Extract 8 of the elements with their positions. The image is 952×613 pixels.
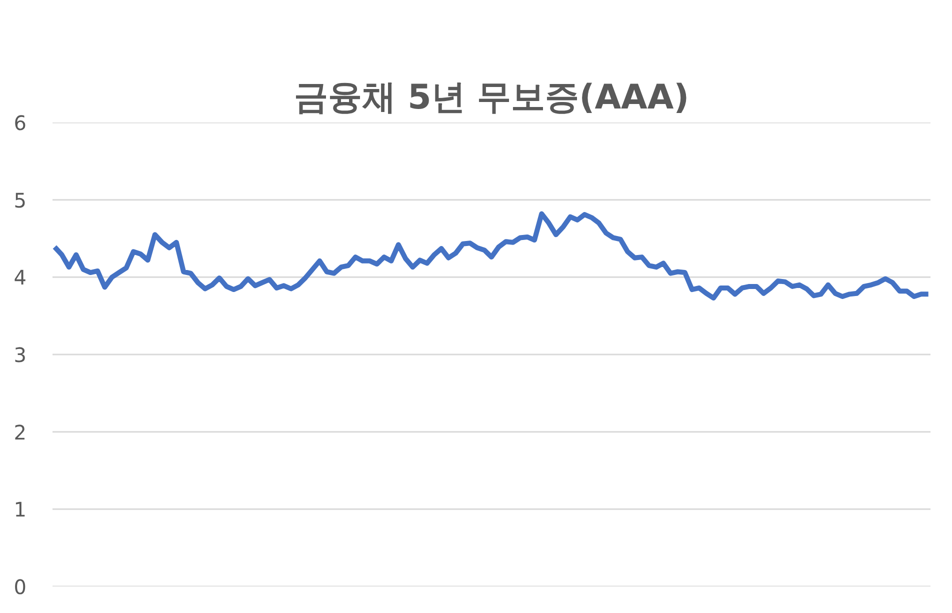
- y-tick-label: 0: [14, 575, 27, 599]
- y-tick-label: 3: [14, 343, 27, 367]
- y-tick-label: 1: [14, 498, 27, 522]
- y-tick-label: 4: [14, 266, 27, 290]
- chart-title: 금융채 5년 무보증(AAA): [294, 78, 690, 118]
- y-tick-label: 5: [14, 188, 27, 212]
- y-tick-label: 2: [14, 420, 27, 444]
- y-tick-label: 6: [14, 111, 27, 135]
